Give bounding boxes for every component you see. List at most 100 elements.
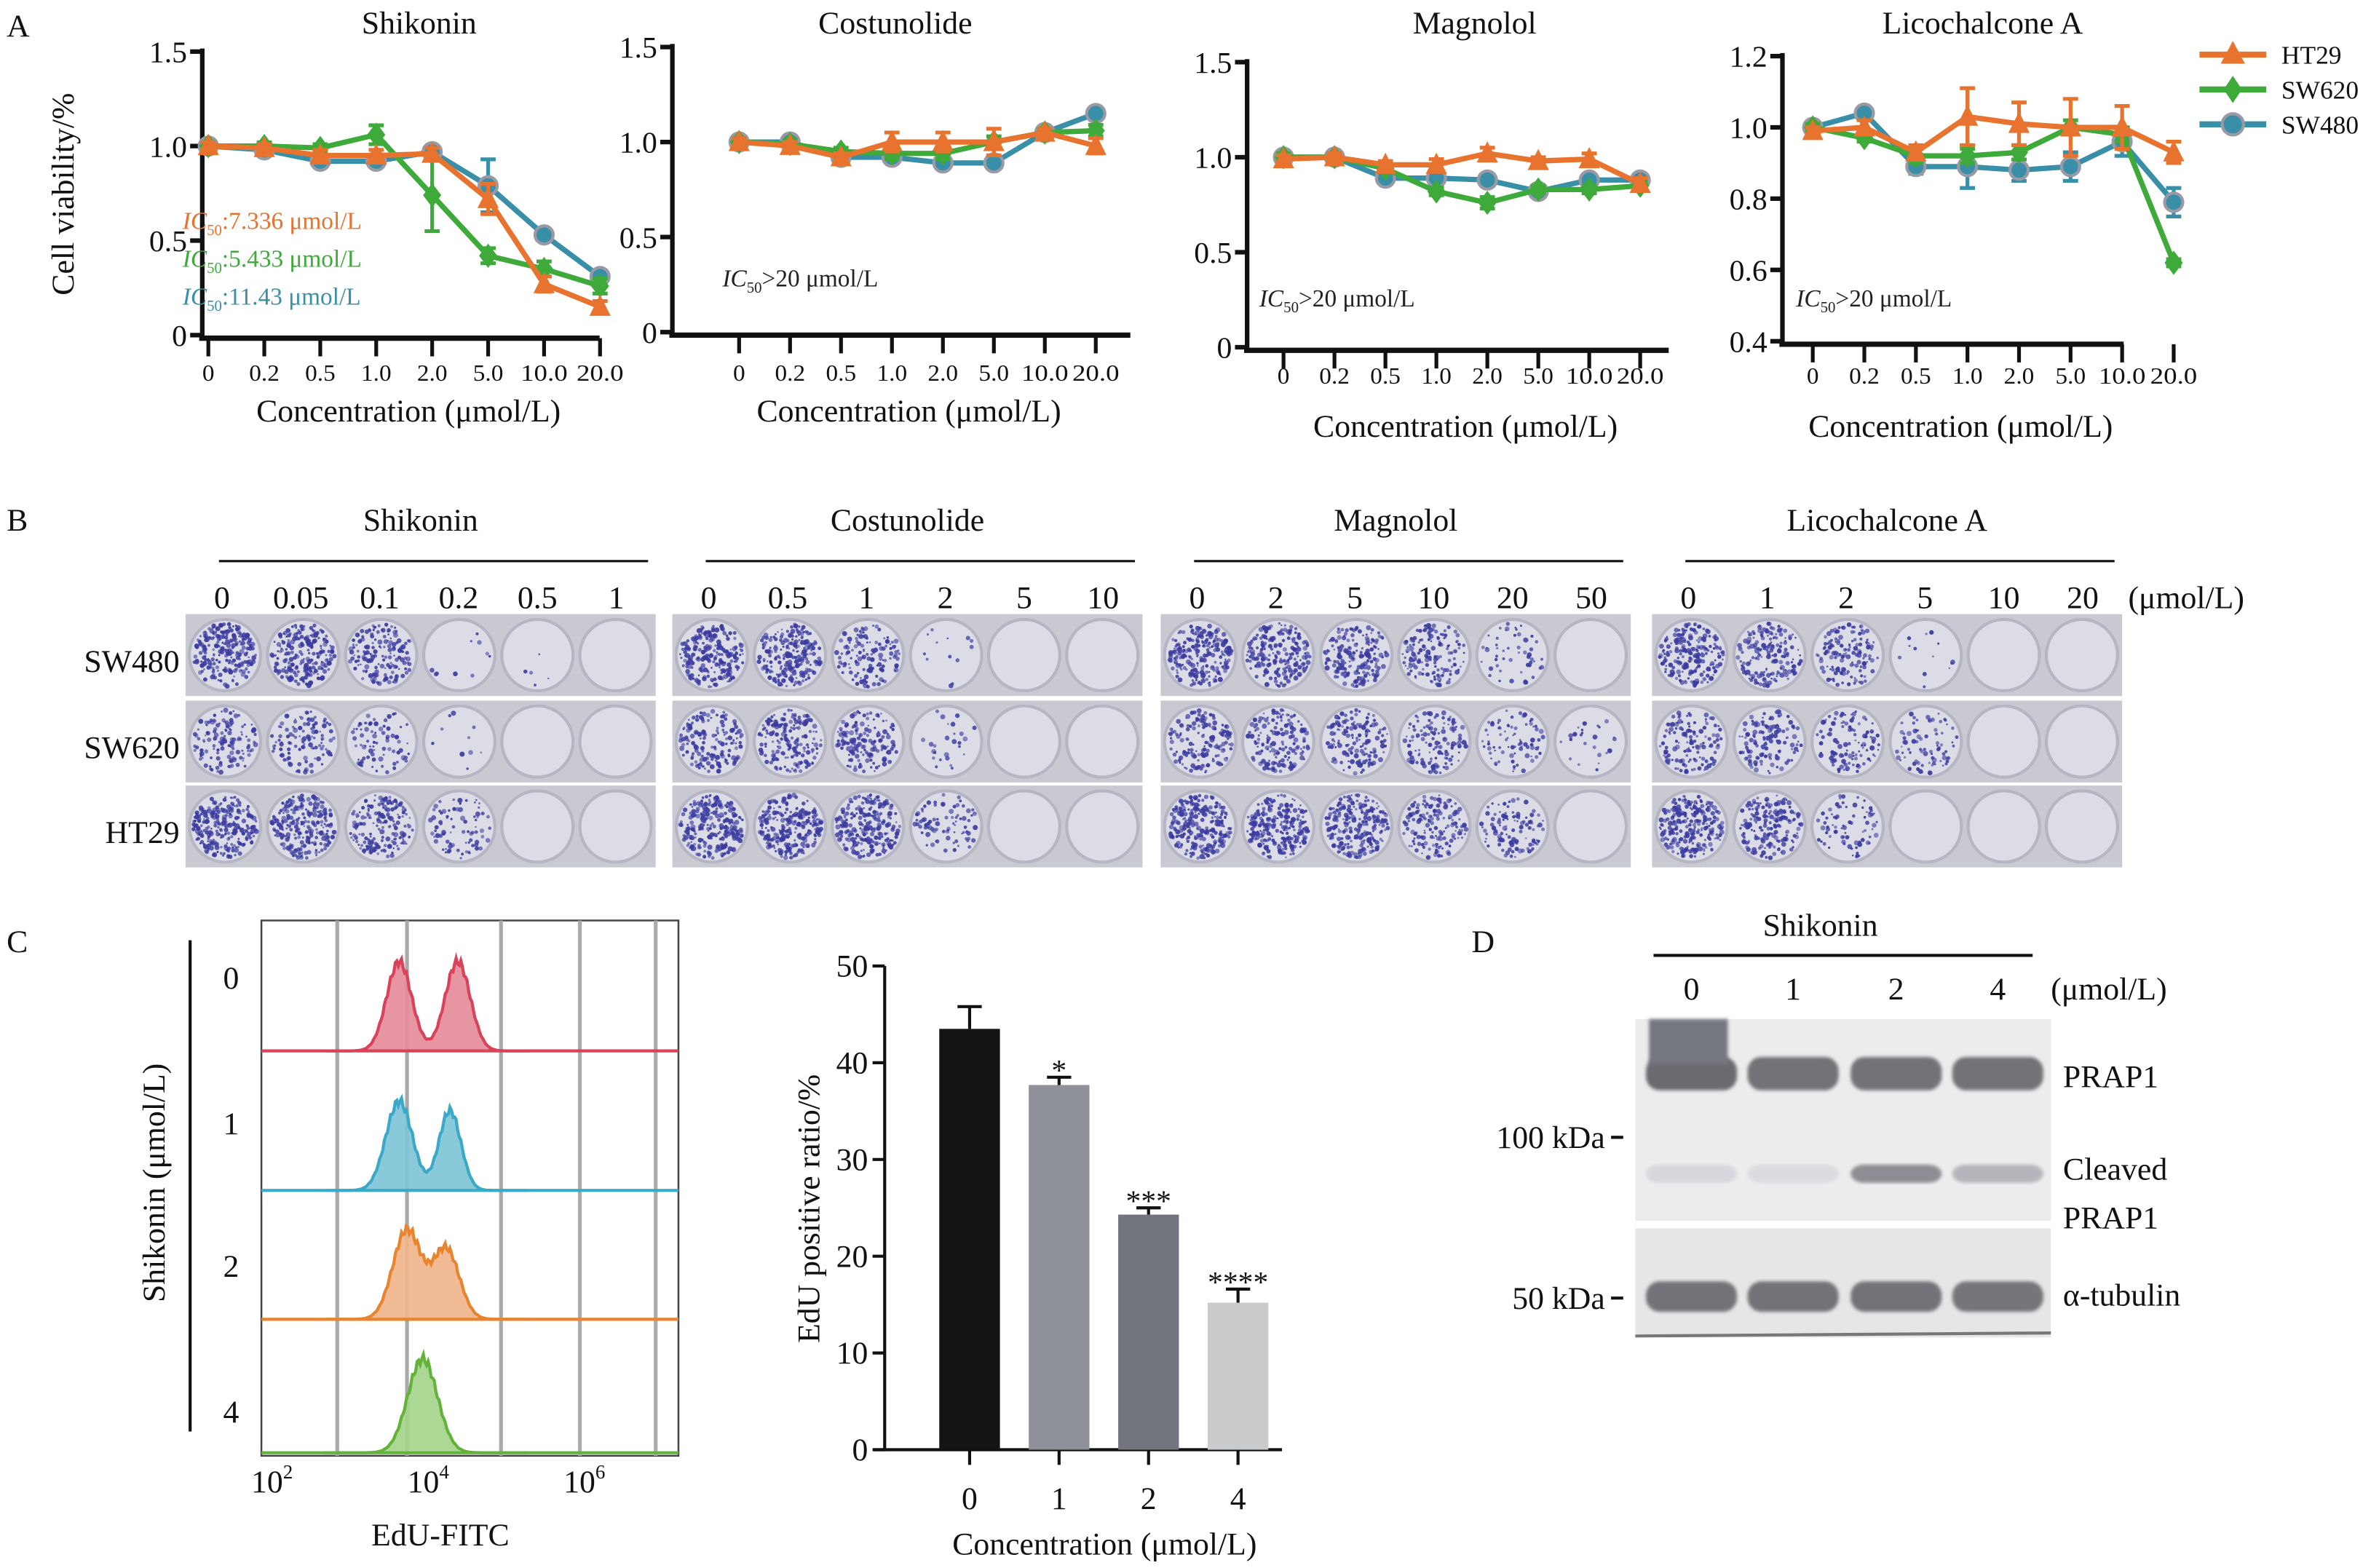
colony bbox=[780, 723, 784, 726]
colony bbox=[242, 759, 245, 762]
colony bbox=[846, 764, 850, 767]
x-tick-label: 0.5 bbox=[1901, 363, 1931, 389]
x-tick-label: 1.0 bbox=[876, 360, 907, 386]
colony bbox=[1425, 654, 1429, 659]
colony bbox=[708, 644, 713, 649]
colony bbox=[797, 716, 801, 719]
colony bbox=[1214, 629, 1219, 635]
colony bbox=[971, 808, 975, 812]
colony bbox=[926, 633, 929, 636]
colony bbox=[213, 713, 217, 717]
colony bbox=[444, 851, 447, 854]
colony bbox=[697, 674, 700, 677]
colony bbox=[1342, 681, 1347, 686]
colony bbox=[305, 669, 309, 673]
colony bbox=[301, 627, 304, 630]
ic50-value: >20 μmol/L bbox=[762, 266, 879, 293]
dose-label: 2 bbox=[938, 580, 954, 615]
colony bbox=[710, 630, 713, 632]
colony bbox=[778, 850, 783, 856]
colony bbox=[281, 640, 286, 645]
colony bbox=[1197, 665, 1199, 667]
colony bbox=[738, 744, 743, 749]
x-tick-label: 5.0 bbox=[2055, 363, 2086, 389]
colony bbox=[767, 675, 772, 681]
colony bbox=[879, 842, 881, 844]
colony bbox=[311, 794, 316, 799]
colony bbox=[449, 831, 452, 834]
colony bbox=[202, 677, 207, 682]
colony bbox=[1516, 645, 1521, 650]
colony bbox=[773, 719, 778, 724]
colony bbox=[694, 731, 698, 734]
colony bbox=[1374, 662, 1378, 665]
colony bbox=[361, 744, 367, 750]
colony bbox=[777, 674, 780, 677]
colony bbox=[1377, 648, 1379, 650]
colony bbox=[203, 740, 205, 743]
viability-chart-licochalcone-a: Licochalcone A0.40.60.81.01.20 0.2 0.5 1.0 2… bbox=[1730, 6, 2359, 444]
colony bbox=[312, 629, 316, 633]
colony bbox=[1430, 640, 1433, 643]
colony bbox=[722, 852, 725, 856]
colony bbox=[805, 668, 809, 671]
colony bbox=[278, 825, 284, 831]
colony bbox=[376, 824, 379, 828]
colony bbox=[304, 760, 308, 764]
colony bbox=[769, 845, 773, 848]
colony bbox=[200, 660, 203, 663]
colony bbox=[813, 807, 816, 810]
colony bbox=[277, 738, 281, 743]
colony bbox=[237, 801, 242, 805]
colony bbox=[290, 799, 296, 804]
colony bbox=[880, 712, 882, 715]
colony bbox=[226, 848, 229, 851]
colony bbox=[232, 820, 235, 823]
colony bbox=[214, 842, 219, 847]
colony bbox=[1406, 668, 1409, 670]
colony bbox=[783, 653, 787, 658]
colony bbox=[729, 649, 732, 651]
colony bbox=[935, 765, 938, 769]
chart-title: Magnolol bbox=[1413, 6, 1537, 41]
colony bbox=[1425, 672, 1430, 677]
colony bbox=[692, 716, 696, 720]
colony bbox=[791, 820, 796, 826]
colony bbox=[774, 649, 777, 653]
colony bbox=[202, 817, 205, 820]
colony bbox=[800, 636, 804, 640]
colony bbox=[387, 633, 390, 635]
colony bbox=[936, 817, 939, 821]
colony bbox=[360, 728, 363, 731]
colony bbox=[718, 647, 721, 650]
colony bbox=[386, 726, 391, 731]
colony bbox=[360, 832, 365, 837]
colony bbox=[881, 842, 886, 847]
colony bbox=[1211, 652, 1216, 658]
colony bbox=[459, 857, 462, 860]
colony bbox=[1374, 657, 1379, 663]
colony bbox=[835, 824, 841, 830]
colony bbox=[1201, 673, 1206, 678]
y-tick-label: 0 bbox=[1217, 332, 1232, 365]
well-circle bbox=[986, 704, 1061, 779]
colony bbox=[223, 852, 226, 855]
colony bbox=[836, 739, 840, 743]
colony bbox=[712, 810, 717, 815]
colony bbox=[386, 662, 390, 668]
row-label-ht29: HT29 bbox=[106, 815, 180, 850]
colony bbox=[372, 822, 375, 825]
colony bbox=[716, 846, 719, 849]
colony bbox=[887, 812, 892, 817]
colony bbox=[390, 807, 395, 812]
colony bbox=[852, 813, 856, 818]
colony bbox=[1529, 657, 1534, 662]
colony bbox=[860, 801, 865, 805]
colony bbox=[1434, 655, 1440, 660]
colony bbox=[714, 644, 717, 647]
colony bbox=[874, 641, 879, 645]
colony bbox=[727, 754, 731, 758]
colony bbox=[216, 748, 220, 752]
colony bbox=[279, 645, 282, 648]
colony bbox=[1357, 629, 1362, 634]
